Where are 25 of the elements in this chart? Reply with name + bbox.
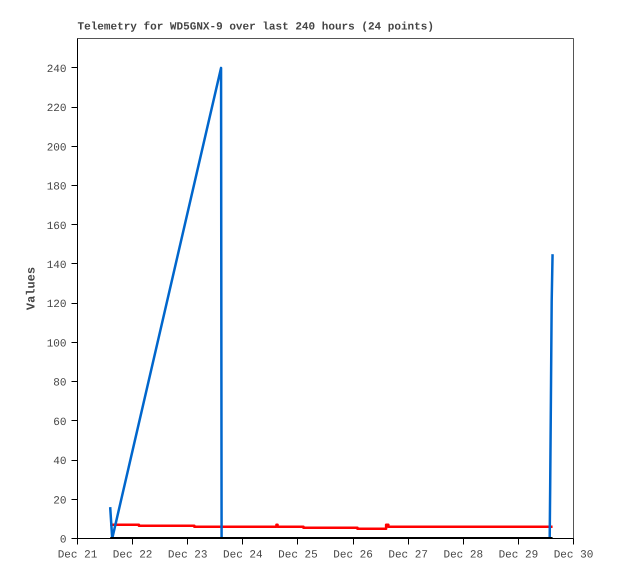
- y-tick-label: 240: [46, 64, 67, 76]
- x-tick-label: Dec 27: [388, 550, 428, 562]
- y-tick-label: 0: [60, 534, 67, 546]
- x-tick-label: Dec 24: [223, 550, 264, 562]
- x-tick-label: Dec 30: [554, 550, 594, 562]
- y-tick-label: 160: [46, 220, 67, 233]
- y-tick-label: 180: [46, 182, 67, 194]
- y-axis-title: Values: [24, 266, 39, 310]
- y-tick-label: 100: [46, 338, 67, 350]
- x-tick-label: Dec 21: [58, 550, 98, 562]
- x-tick-label: Dec 25: [278, 550, 318, 562]
- y-tick-label: 120: [46, 299, 67, 312]
- y-tick-label: 80: [53, 378, 66, 390]
- x-tick-label: Dec 29: [498, 550, 538, 562]
- x-tick-label: Dec 23: [168, 550, 208, 562]
- y-tick-label: 40: [53, 456, 66, 468]
- x-tick-label: Dec 26: [333, 550, 373, 562]
- y-tick-label: 140: [46, 260, 67, 272]
- chart-title: Telemetry for WD5GNX-9 over last 240 hours (24 points): [78, 20, 434, 34]
- y-tick-label: 220: [46, 103, 67, 116]
- y-tick-label: 200: [46, 142, 67, 154]
- x-tick-label: Dec 28: [443, 550, 484, 562]
- y-tick-label: 20: [53, 495, 66, 508]
- y-tick-label: 60: [53, 416, 66, 429]
- x-tick-label: Dec 22: [112, 550, 152, 562]
